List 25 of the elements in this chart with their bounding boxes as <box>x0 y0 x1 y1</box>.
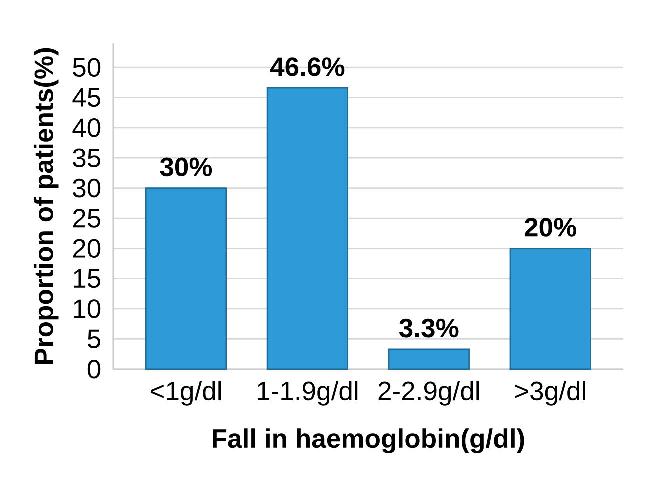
y-tick-label: 40 <box>72 118 101 138</box>
data-label: 30% <box>160 158 212 177</box>
y-tick-label: 30 <box>73 179 101 198</box>
x-tick-label: >3g/dl <box>515 381 586 406</box>
x-tick-label: <1g/dl <box>150 381 221 406</box>
y-tick-label: 5 <box>88 330 101 349</box>
y-tick-label: 20 <box>73 239 101 258</box>
y-axis-title: Proportion of patients(%) <box>34 48 59 364</box>
y-tick-label: 15 <box>74 270 101 288</box>
y-tick-label: 35 <box>73 148 101 168</box>
x-tick-label: 1-1.9g/dl <box>258 381 358 406</box>
bar <box>510 248 592 370</box>
bar <box>266 88 349 370</box>
bar <box>388 348 470 370</box>
data-label: 46.6% <box>270 58 345 77</box>
y-tick-label: 10 <box>74 300 101 319</box>
x-axis-title: Fall in haemoglobin(g/dl) <box>213 428 524 454</box>
y-tick-label: 0 <box>88 360 101 379</box>
y-tick-label: 50 <box>73 58 101 78</box>
y-tick-label: 45 <box>72 88 101 108</box>
x-tick-label: 2-2.9g/dl <box>378 381 480 406</box>
data-label: 3.3% <box>400 319 459 338</box>
data-label: 20% <box>524 218 576 238</box>
y-tick-label: 25 <box>73 209 101 228</box>
bar <box>145 188 228 370</box>
